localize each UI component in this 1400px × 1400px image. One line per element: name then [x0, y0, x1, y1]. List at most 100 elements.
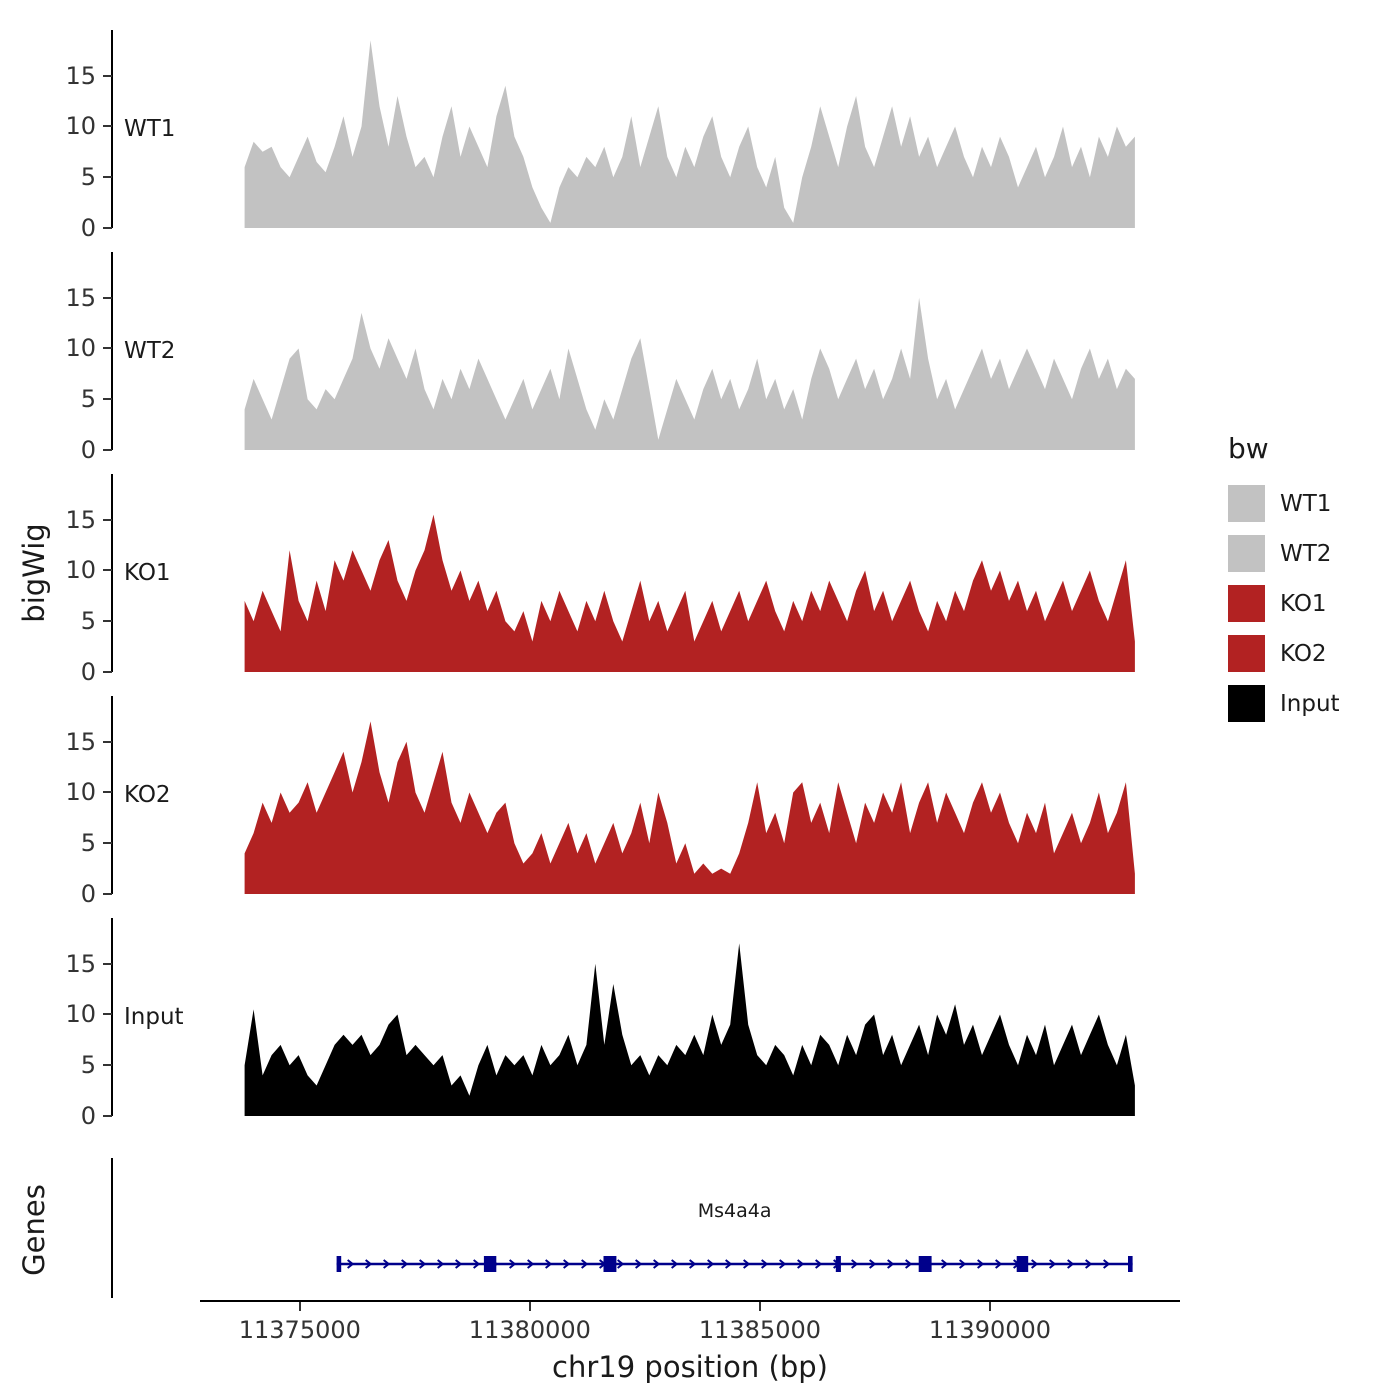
legend-title: bw — [1228, 432, 1269, 465]
y-tick-label: 15 — [65, 505, 96, 534]
x-tick-label: 11385000 — [698, 1316, 821, 1344]
track-label-KO1: KO1 — [124, 560, 171, 586]
track-panel-KO2: 0 5 10 15 KO2 — [0, 696, 1400, 908]
legend-label-Input: Input — [1280, 690, 1340, 717]
y-tick-label: 0 — [80, 880, 96, 908]
signal-area-WT1 — [244, 40, 1135, 228]
x-tick-mark — [528, 1302, 531, 1311]
exon — [835, 1256, 841, 1272]
y-tick-label: 5 — [80, 1051, 96, 1080]
legend-item-WT2: WT2 — [1228, 535, 1340, 572]
y-tick-mark — [103, 620, 112, 623]
y-tick-label: 15 — [65, 61, 96, 90]
y-tick-mark — [103, 893, 112, 895]
y-tick-label: 5 — [80, 385, 96, 414]
legend-item-KO2: KO2 — [1228, 635, 1340, 672]
legend-swatch-WT1 — [1228, 485, 1265, 522]
legend-swatch-WT2 — [1228, 535, 1265, 572]
legend-label-WT2: WT2 — [1280, 540, 1332, 567]
x-tick-mark — [758, 1302, 761, 1311]
track-panel-WT2: 0 5 10 15 WT2 — [0, 252, 1400, 464]
y-tick-label: 5 — [80, 163, 96, 192]
exon — [1128, 1256, 1133, 1272]
y-tick-label: 5 — [80, 607, 96, 636]
legend-swatch-KO2 — [1228, 635, 1265, 672]
y-axis-line — [111, 696, 113, 894]
x-axis-title: chr19 position (bp) — [552, 1350, 828, 1384]
y-tick-label: 15 — [65, 949, 96, 978]
y-tick-label: 15 — [65, 727, 96, 756]
y-tick-label: 5 — [80, 829, 96, 858]
y-tick-mark — [103, 176, 112, 179]
y-tick-mark — [103, 1115, 112, 1117]
genes-axis-line — [111, 1158, 113, 1298]
legend-item-WT1: WT1 — [1228, 485, 1340, 522]
legend-item-KO1: KO1 — [1228, 585, 1340, 622]
x-tick-label: 11390000 — [928, 1316, 1052, 1344]
y-tick-label: 10 — [65, 334, 96, 363]
exon — [483, 1256, 497, 1272]
y-tick-mark — [103, 347, 112, 350]
y-tick-mark — [103, 125, 112, 128]
y-tick-mark — [103, 791, 112, 794]
legend-swatch-KO1 — [1228, 585, 1265, 622]
gene-model — [336, 1256, 1133, 1272]
track-panel-Input: 0 5 10 15 Input — [0, 918, 1400, 1130]
legend-label-KO1: KO1 — [1280, 590, 1327, 617]
y-axis-line — [111, 918, 113, 1116]
exon — [918, 1256, 932, 1272]
legend-swatch-Input — [1228, 685, 1265, 722]
y-tick-label: 10 — [65, 112, 96, 141]
y-tick-mark — [103, 569, 112, 572]
y-tick-mark — [103, 398, 112, 401]
genes-panel: Ms4a4a — [0, 1158, 1400, 1308]
legend-item-Input: Input — [1228, 685, 1340, 722]
legend-label-WT1: WT1 — [1280, 490, 1332, 517]
y-tick-mark — [103, 1064, 112, 1067]
y-tick-mark — [103, 842, 112, 845]
y-tick-mark — [103, 296, 112, 299]
y-axis-line — [111, 30, 113, 228]
legend-label-KO2: KO2 — [1280, 640, 1327, 667]
exon — [336, 1256, 342, 1272]
y-tick-label: 10 — [65, 1000, 96, 1029]
signal-area-Input — [244, 943, 1135, 1116]
y-tick-mark — [103, 740, 112, 743]
y-axis-line — [111, 474, 113, 672]
y-tick-mark — [103, 74, 112, 77]
track-label-Input: Input — [124, 1004, 184, 1030]
y-tick-mark — [103, 518, 112, 521]
y-tick-label: 0 — [80, 214, 96, 242]
x-tick-mark — [988, 1302, 991, 1311]
y-tick-label: 15 — [65, 283, 96, 312]
y-tick-mark — [103, 227, 112, 229]
signal-area-KO1 — [244, 514, 1135, 672]
signal-area-WT2 — [244, 297, 1135, 450]
track-label-WT1: WT1 — [124, 116, 176, 142]
y-tick-mark — [103, 1013, 112, 1016]
y-tick-label: 0 — [80, 1102, 96, 1130]
y-tick-mark — [103, 671, 112, 673]
y-tick-label: 0 — [80, 436, 96, 464]
x-tick-label: 11380000 — [468, 1316, 591, 1344]
y-tick-label: 10 — [65, 556, 96, 585]
track-label-WT2: WT2 — [124, 338, 176, 364]
legend-items: WT1 WT2 KO1 KO2 Input — [1228, 485, 1340, 722]
y-tick-label: 0 — [80, 658, 96, 686]
track-panel-KO1: 0 5 10 15 KO1 — [0, 474, 1400, 686]
y-tick-mark — [103, 962, 112, 965]
exon — [603, 1256, 617, 1272]
y-tick-mark — [103, 449, 112, 451]
track-label-KO2: KO2 — [124, 782, 171, 808]
y-axis-line — [111, 252, 113, 450]
track-panel-WT1: 0 5 10 15 WT1 — [0, 30, 1400, 242]
x-tick-label: 11375000 — [238, 1316, 361, 1344]
y-tick-label: 10 — [65, 778, 96, 807]
exon — [1016, 1256, 1029, 1272]
x-tick-mark — [298, 1302, 301, 1311]
x-axis-line — [200, 1300, 1180, 1302]
legend: bw WT1 WT2 KO1 KO2 Input — [1228, 432, 1340, 735]
gene-name: Ms4a4a — [697, 1200, 772, 1222]
signal-area-KO2 — [244, 721, 1135, 894]
